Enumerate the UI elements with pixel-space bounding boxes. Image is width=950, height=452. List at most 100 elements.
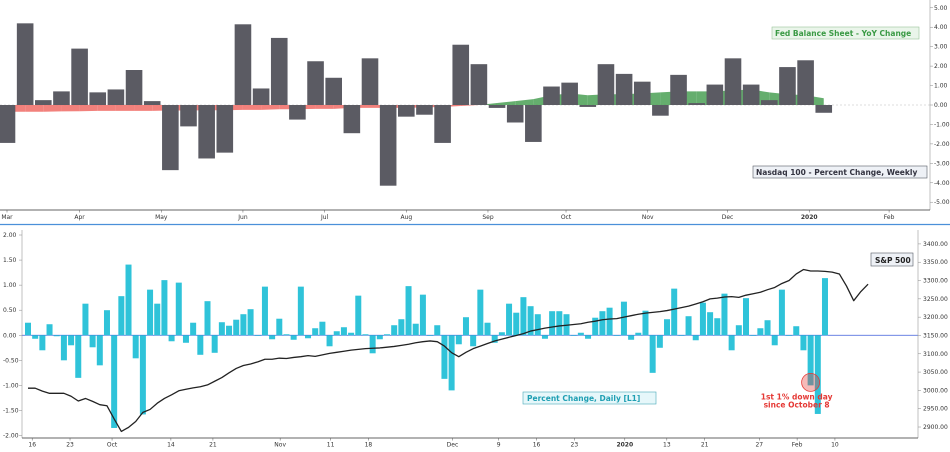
percent-change-bar <box>707 312 714 336</box>
nasdaq-tag-label: Nasdaq 100 - Percent Change, Weekly <box>756 168 917 177</box>
percent-change-bar <box>139 335 146 415</box>
top-xtick-label: Jul <box>320 214 329 221</box>
percent-change-bar <box>305 335 312 339</box>
top-xtick-label: Nov <box>642 214 654 221</box>
percent-tag-label: Percent Change, Daily [L1] <box>527 394 640 403</box>
percent-change-bar <box>513 312 520 336</box>
percent-change-bar <box>649 335 656 373</box>
percent-tag: Percent Change, Daily [L1] <box>522 391 657 405</box>
bottom-xtick-label: 21 <box>701 442 709 449</box>
percent-change-bar <box>814 335 821 414</box>
sp500-tag: S&P 500 <box>870 252 914 267</box>
percent-change-bar <box>283 334 290 336</box>
top-y-axis: 5.00 4.00 3.00 2.00 1.00 0.00 -1.00 -2.00 -3.00 -… <box>929 0 950 210</box>
percent-change-bar <box>240 314 247 336</box>
percent-change-bar <box>520 297 527 336</box>
bottom-ytick-label: -0.50 <box>3 357 19 364</box>
percent-change-bar <box>606 307 613 336</box>
nasdaq-bar <box>16 23 34 105</box>
nasdaq-bar <box>53 91 70 105</box>
nasdaq-bar <box>361 58 379 105</box>
nasdaq-bar <box>615 73 633 105</box>
top-ytick-label: -4.00 <box>934 180 950 187</box>
percent-change-bar <box>53 335 60 337</box>
nasdaq-bar <box>470 64 488 105</box>
nasdaq-bar <box>670 74 687 105</box>
nasdaq-bar <box>706 84 724 105</box>
nasdaq-bar <box>35 100 52 105</box>
top-ytick-label: -1.00 <box>934 121 950 128</box>
nasdaq-bars <box>0 23 833 186</box>
bottom-ytick-label: -1.50 <box>3 407 19 414</box>
percent-change-bar <box>685 316 692 336</box>
bottom-left-y-axis: 2.00 1.50 1.00 0.50 0.00 -0.50 -1.00 -1.50 -2.00 <box>3 230 23 439</box>
percent-change-bar <box>276 318 283 336</box>
percent-change-bar <box>455 335 462 345</box>
percent-change-bar <box>721 293 728 336</box>
nasdaq-bar <box>325 77 342 105</box>
percent-change-bar <box>570 335 577 336</box>
fed-area-segment <box>97 105 116 111</box>
top-ytick-label: 4.00 <box>934 24 948 31</box>
bottom-y2tick-label: 3100.00 <box>923 351 948 358</box>
fed-area-segment <box>261 105 280 110</box>
top-panel: 5.00 4.00 3.00 2.00 1.00 0.00 -1.00 -2.00 -3.00 -… <box>0 0 950 221</box>
percent-change-bar <box>678 335 685 336</box>
percent-change-bar <box>46 324 53 336</box>
percent-change-bar <box>620 301 627 336</box>
top-xtick-label: Apr <box>74 214 85 221</box>
nasdaq-bar <box>561 82 578 105</box>
bottom-xtick-label: Nov <box>274 442 286 449</box>
percent-change-bar <box>764 320 771 336</box>
annotation-line1: 1st 1% down day <box>761 392 833 401</box>
percent-change-bar <box>484 322 491 336</box>
percent-change-bar <box>613 335 620 336</box>
percent-change-bar <box>434 325 441 336</box>
percent-change-bar <box>491 335 498 343</box>
percent-change-bar <box>96 335 103 366</box>
percent-change-bar <box>699 302 706 336</box>
percent-change-bar <box>821 278 828 336</box>
bottom-xtick-label: 21 <box>209 442 217 449</box>
fed-area-segment <box>497 101 516 105</box>
top-xtick-label: Sep <box>482 214 494 221</box>
percent-change-bar <box>656 335 663 348</box>
percent-change-bar <box>793 326 800 336</box>
percent-change-bar <box>398 319 405 336</box>
percent-change-bar <box>154 303 161 336</box>
percent-change-bar <box>664 319 671 336</box>
bottom-ytick-label: 0.50 <box>3 307 17 314</box>
fed-area-segment <box>61 105 80 112</box>
nasdaq-bar <box>162 105 179 171</box>
percent-change-bar <box>405 286 412 336</box>
nasdaq-tag: Nasdaq 100 - Percent Change, Weekly <box>752 165 928 179</box>
bottom-y2tick-label: 3250.00 <box>923 296 948 303</box>
top-ytick-label: -2.00 <box>934 141 950 148</box>
percent-change-bar <box>161 280 168 336</box>
percent-change-bar <box>348 332 355 336</box>
nasdaq-bar <box>543 86 560 105</box>
bottom-y2tick-label: 3150.00 <box>923 332 948 339</box>
top-xtick-label: Aug <box>400 214 412 221</box>
percent-change-bar <box>743 298 749 336</box>
bottom-y2tick-label: 3350.00 <box>923 259 948 266</box>
bottom-xtick-label: 11 <box>327 442 335 449</box>
fed-tag: Fed Balance Sheet - YoY Change <box>771 26 920 40</box>
percent-change-bar <box>498 332 505 336</box>
nasdaq-bar <box>71 48 88 105</box>
top-ytick-label: -5.00 <box>934 199 950 206</box>
fed-area-segment <box>79 105 98 112</box>
fed-area-segment <box>460 105 479 106</box>
percent-change-bar <box>233 319 240 336</box>
percent-change-bar <box>441 335 448 379</box>
nasdaq-bar <box>289 105 306 120</box>
bottom-ytick-label: -2.00 <box>3 432 19 439</box>
bottom-xtick-label: Dec <box>447 442 459 449</box>
fed-area-segment <box>315 105 334 109</box>
bottom-y2tick-label: 2900.00 <box>923 424 948 431</box>
percent-change-bar <box>750 335 757 336</box>
top-xtick-label: Mar <box>1 214 13 221</box>
percent-change-bar <box>147 289 154 336</box>
bottom-xtick-label: 14 <box>167 442 175 449</box>
